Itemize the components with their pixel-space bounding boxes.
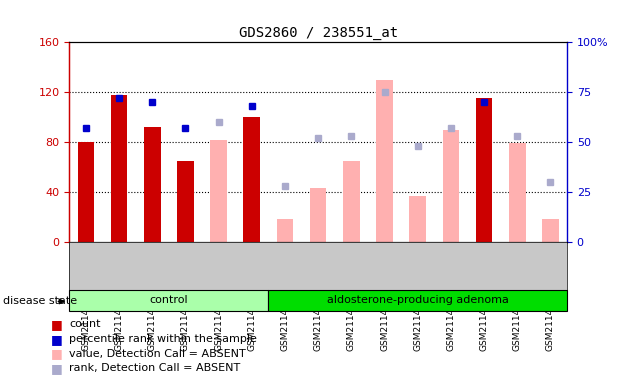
Bar (243, 117, 260, 242)
Bar (376, 79, 393, 242)
Bar (343, 161, 360, 242)
Text: percentile rank within the sample: percentile rank within the sample (69, 334, 257, 344)
Text: ■: ■ (50, 347, 62, 360)
Bar (111, 94, 127, 242)
Bar (177, 161, 194, 242)
Bar (268, 290, 567, 311)
Text: count: count (69, 319, 101, 329)
Text: value, Detection Call = ABSENT: value, Detection Call = ABSENT (69, 349, 246, 359)
Bar (77, 142, 94, 242)
Bar (310, 188, 326, 242)
Bar (542, 220, 559, 242)
Bar (476, 98, 493, 242)
Text: ■: ■ (50, 333, 62, 346)
Text: rank, Detection Call = ABSENT: rank, Detection Call = ABSENT (69, 363, 241, 373)
Text: ■: ■ (50, 362, 62, 375)
Text: aldosterone-producing adenoma: aldosterone-producing adenoma (327, 295, 508, 306)
Bar (410, 196, 426, 242)
Text: ■: ■ (50, 318, 62, 331)
Bar (144, 127, 161, 242)
Text: disease state: disease state (3, 296, 77, 306)
Bar (210, 140, 227, 242)
Bar (277, 220, 293, 242)
Text: control: control (149, 295, 188, 306)
Bar (69, 290, 268, 311)
Bar (509, 143, 525, 242)
Title: GDS2860 / 238551_at: GDS2860 / 238551_at (239, 26, 398, 40)
Bar (442, 130, 459, 242)
